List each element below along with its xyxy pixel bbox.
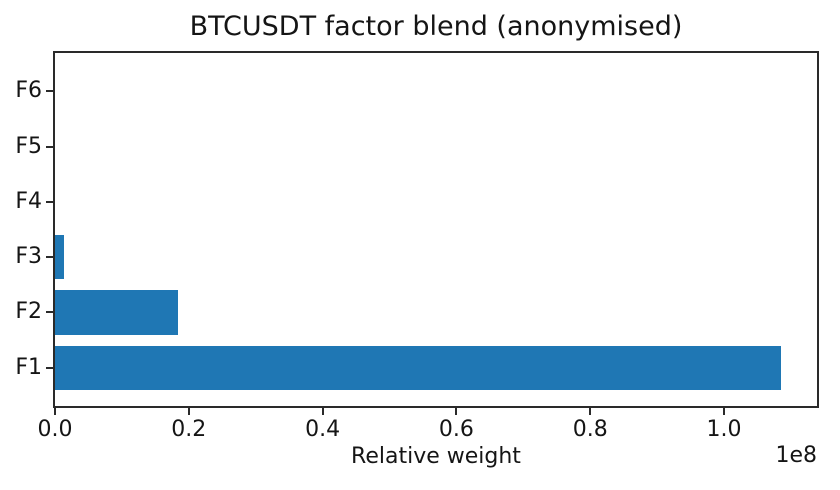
bar-f1 xyxy=(55,345,781,390)
y-tick-f3 xyxy=(46,256,53,259)
x-tick-0.4 xyxy=(321,408,324,415)
y-tick-label-f1: F1 xyxy=(15,354,42,380)
x-tick-0.2 xyxy=(187,408,190,415)
x-tick-0.6 xyxy=(455,408,458,415)
y-tick-label-f4: F4 xyxy=(15,188,42,214)
x-axis-offset-label: 1e8 xyxy=(775,443,817,468)
y-tick-label-f6: F6 xyxy=(15,78,42,104)
y-tick-label-f2: F2 xyxy=(15,299,42,325)
y-tick-f1 xyxy=(46,366,53,369)
bar-f3 xyxy=(55,235,64,280)
x-axis-label: Relative weight xyxy=(351,444,521,469)
x-tick-label-1.0: 1.0 xyxy=(706,417,742,442)
x-tick-0.8 xyxy=(589,408,592,415)
y-tick-f6 xyxy=(46,90,53,93)
bar-f2 xyxy=(55,290,179,335)
x-tick-label-0.0: 0.0 xyxy=(37,417,73,442)
x-tick-label-0.8: 0.8 xyxy=(572,417,608,442)
y-tick-label-f5: F5 xyxy=(15,133,42,159)
y-tick-label-f3: F3 xyxy=(15,244,42,270)
x-tick-label-0.6: 0.6 xyxy=(438,417,474,442)
y-tick-f5 xyxy=(46,145,53,148)
x-tick-label-0.4: 0.4 xyxy=(305,417,341,442)
x-tick-1.0 xyxy=(723,408,725,415)
y-tick-f4 xyxy=(46,200,53,203)
x-tick-label-0.2: 0.2 xyxy=(171,417,207,442)
y-tick-f2 xyxy=(46,311,53,314)
plot-area xyxy=(53,51,819,408)
x-tick-0.0 xyxy=(54,408,56,415)
chart-title: BTCUSDT factor blend (anonymised) xyxy=(189,11,683,42)
